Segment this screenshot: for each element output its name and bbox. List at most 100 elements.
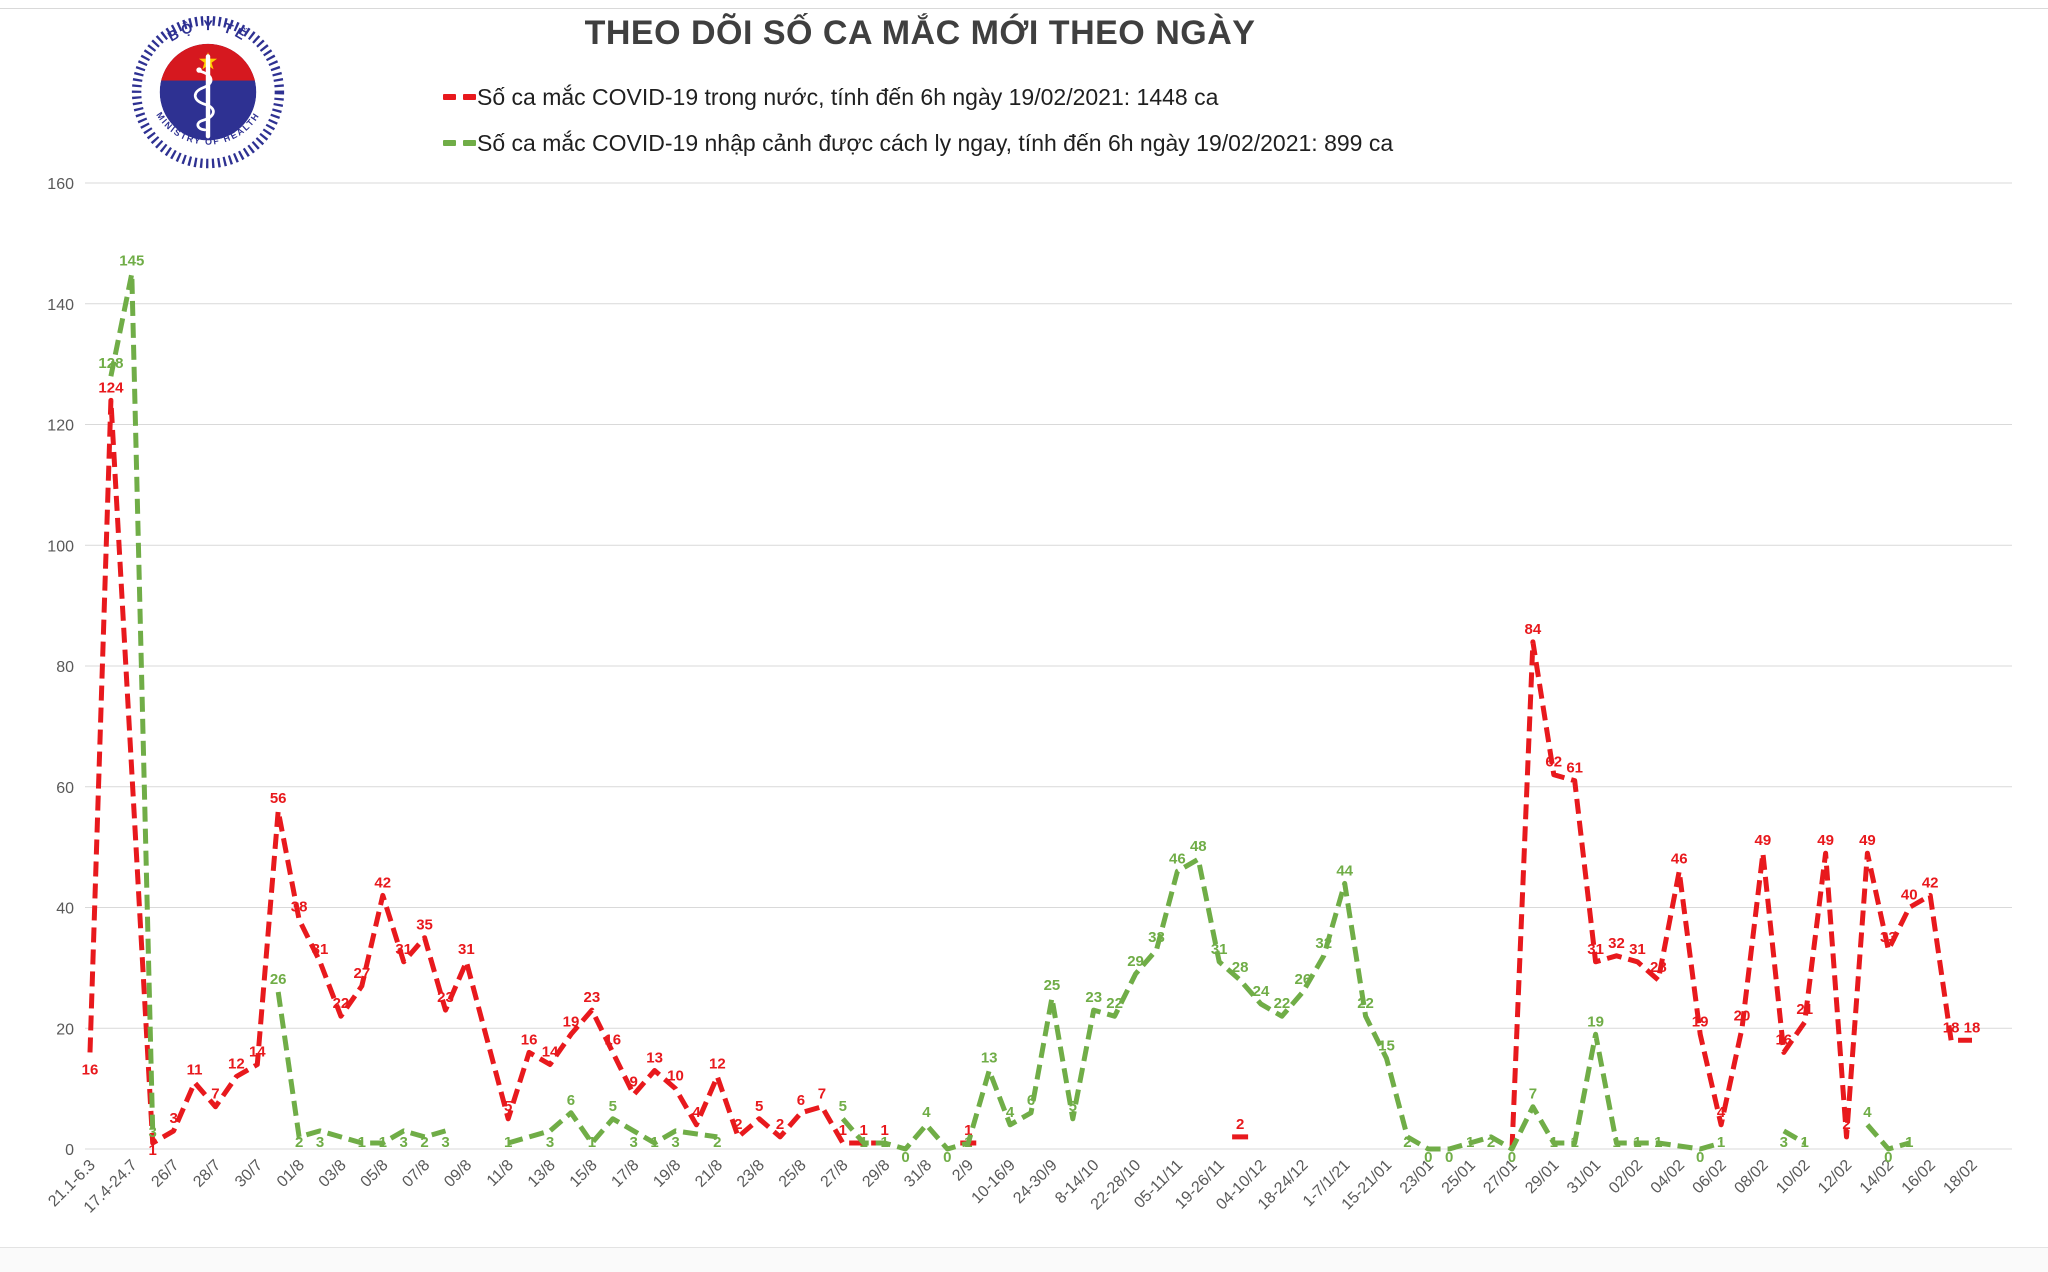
logo-ray-ring [131,15,285,169]
legend-item-domestic: Số ca mắc COVID-19 trong nước, tính đến … [443,78,1393,116]
data-label: 1 [504,1134,512,1151]
data-label: 20 [1734,1007,1751,1024]
data-label: 33 [1880,929,1897,946]
data-label: 19 [1692,1013,1709,1030]
svg-text:16/02: 16/02 [1899,1157,1939,1197]
data-label: 19 [563,1013,580,1030]
data-label: 3 [546,1134,554,1151]
y-axis-labels: 0 20 40 60 80 100 120 140 160 [47,176,74,1159]
data-label: 56 [270,790,287,807]
x-axis-labels: 21.1-6.317.4-24.7 26/7 28/7 30/7 01/8 03/8 05/… [45,1157,1981,1217]
data-label: 24 [1253,983,1270,1000]
data-label: 3 [316,1134,324,1151]
series-line [1865,1123,1910,1152]
data-label: 46 [1671,850,1688,867]
data-label: 3 [149,1124,157,1141]
data-label: 1 [588,1134,596,1151]
data-label: 1 [964,1134,972,1151]
data-label: 1 [1466,1134,1474,1151]
data-label: 2 [420,1134,428,1151]
svg-text:27/8: 27/8 [818,1157,852,1191]
data-label: 4 [692,1104,701,1121]
svg-text:120: 120 [47,418,74,435]
series-imported [108,271,1910,1152]
data-label: 1 [1905,1134,1913,1151]
data-label: 12 [709,1056,726,1073]
data-label: 31 [1629,941,1646,958]
data-label: 31 [1211,941,1228,958]
data-label: 7 [818,1086,826,1103]
legend-dash-green-icon [463,140,476,146]
svg-text:160: 160 [47,176,74,193]
data-label: 42 [1922,874,1939,891]
data-label: 13 [981,1050,998,1067]
data-label: 5 [839,1098,847,1115]
data-label: 84 [1525,621,1542,638]
data-label: 0 [1884,1149,1892,1166]
data-label: 14 [249,1043,266,1060]
data-label: 23 [584,989,601,1006]
data-label: 6 [567,1092,575,1109]
data-label: 0 [1424,1149,1432,1166]
data-label: 44 [1336,862,1353,879]
svg-text:15/8: 15/8 [567,1157,601,1191]
data-label: 22 [333,995,350,1012]
data-label: 2 [295,1134,303,1151]
data-label: 4 [1006,1104,1015,1121]
data-label: 1 [379,1134,387,1151]
legend-dash-red-icon [463,94,476,100]
data-label: 16 [521,1031,538,1048]
data-label: 2 [1236,1116,1244,1133]
data-label: 32 [1315,935,1332,952]
data-label: 1 [1612,1134,1620,1151]
data-label: 9 [630,1074,638,1091]
data-label: 5 [755,1098,763,1115]
legend-dash-green-icon [443,140,456,146]
data-label: 1 [1654,1134,1662,1151]
svg-text:02/02: 02/02 [1606,1157,1646,1197]
data-label: 32 [1608,935,1625,952]
data-label: 22 [1106,995,1123,1012]
data-label: 49 [1755,832,1772,849]
data-label: 1 [650,1134,658,1151]
data-label: 3 [441,1134,449,1151]
logo-canvas: BỘ Y TẾ MINISTRY OF HEALTH [131,15,285,169]
data-label: 0 [1445,1149,1453,1166]
series-line [507,1110,718,1146]
data-label: 1 [1717,1134,1725,1151]
data-label: 1 [1633,1134,1641,1151]
data-label: 2 [1842,1116,1850,1133]
data-label: 40 [1901,887,1918,904]
data-label: 49 [1859,832,1876,849]
data-label: 62 [1545,754,1562,771]
svg-text:17/8: 17/8 [608,1157,642,1191]
data-label: 48 [1190,838,1207,855]
svg-text:13/8: 13/8 [525,1157,559,1191]
data-label: 33 [1148,929,1165,946]
svg-text:10/02: 10/02 [1773,1157,1813,1197]
data-label: 2 [1487,1134,1495,1151]
data-label: 1 [880,1122,888,1139]
series-line [275,991,447,1146]
svg-text:140: 140 [47,297,74,314]
data-label: 18 [1943,1019,1960,1036]
svg-text:20: 20 [56,1021,74,1038]
svg-text:08/02: 08/02 [1731,1157,1771,1197]
svg-text:26/7: 26/7 [148,1157,182,1191]
svg-text:80: 80 [56,659,74,676]
svg-text:09/8: 09/8 [441,1157,475,1191]
legend-dash-red-icon [443,94,456,100]
data-label: 31 [458,941,475,958]
data-label: 23 [1085,989,1102,1006]
svg-text:19/8: 19/8 [650,1157,684,1191]
data-label: 7 [211,1086,219,1103]
data-label: 16 [82,1061,99,1078]
data-label: 0 [901,1149,909,1166]
svg-text:2/9: 2/9 [949,1157,977,1185]
data-label: 14 [542,1043,559,1060]
data-label: 3 [671,1134,679,1151]
svg-text:31/01: 31/01 [1564,1157,1604,1197]
data-label: 46 [1169,850,1186,867]
legend-item-imported: Số ca mắc COVID-19 nhập cảnh được cách l… [443,124,1393,162]
series-line [1509,639,1972,1150]
